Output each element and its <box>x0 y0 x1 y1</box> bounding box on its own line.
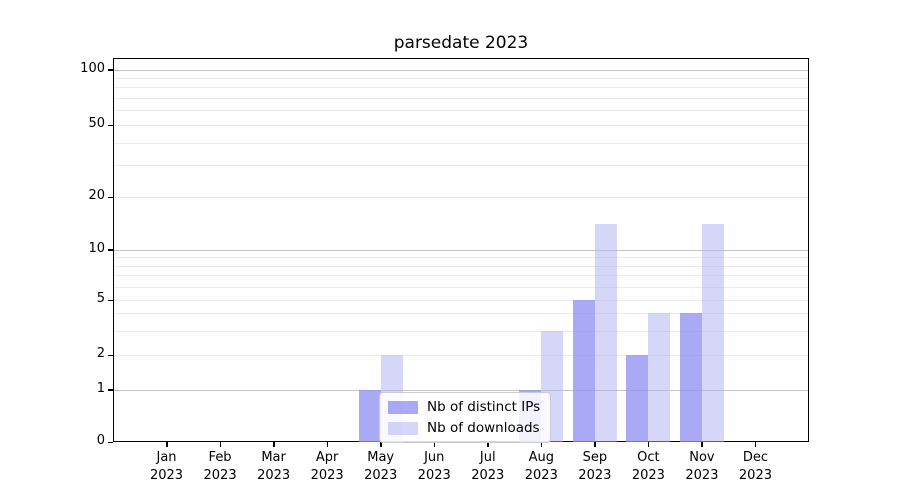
gridline-minor-y90 <box>114 77 808 79</box>
legend-entry-distinct-ips: Nb of distinct IPs <box>388 399 540 415</box>
x-tick-mark-jun <box>433 442 436 447</box>
gridline-minor-y6 <box>114 286 808 288</box>
chart-title: parsedate 2023 <box>393 33 529 53</box>
x-tick-mark-jul <box>487 442 489 447</box>
bar-distinct-ips-nov <box>679 313 702 442</box>
y-tick-label-50: 50 <box>88 116 105 131</box>
bar-distinct-ips-sep <box>572 300 595 442</box>
gridline-major-y1 <box>114 389 808 391</box>
y-tick-mark-20 <box>108 196 113 198</box>
y-tick-mark-2 <box>108 354 113 356</box>
y-tick-mark-50 <box>108 124 113 126</box>
y-tick-label-0: 0 <box>96 433 105 448</box>
y-tick-label-2: 2 <box>96 346 105 361</box>
x-tick-label-jun: Jun 2023 <box>417 450 451 483</box>
gridline-minor-y3 <box>114 330 808 332</box>
gridline-minor-y60 <box>114 110 808 112</box>
legend-entry-downloads: Nb of downloads <box>388 420 540 436</box>
x-tick-label-nov: Nov 2023 <box>685 450 719 483</box>
x-tick-label-apr: Apr 2023 <box>310 450 344 483</box>
gridline-major-y100 <box>114 69 808 71</box>
gridline-minor-y2 <box>114 355 808 356</box>
bar-distinct-ips-oct <box>626 355 649 442</box>
gridline-minor-y9 <box>114 257 808 259</box>
gridline-minor-y30 <box>114 165 808 167</box>
x-tick-label-mar: Mar 2023 <box>257 450 291 483</box>
y-tick-mark-0 <box>108 441 113 443</box>
gridline-minor-y80 <box>114 87 808 89</box>
gridline-minor-y20 <box>114 197 808 198</box>
x-tick-mark-may <box>380 442 382 447</box>
x-tick-mark-dec <box>754 442 757 447</box>
gridline-minor-y5 <box>114 300 808 301</box>
legend: Nb of distinct IPs Nb of downloads <box>379 392 552 443</box>
legend-swatch-downloads <box>388 421 418 435</box>
x-tick-mark-feb <box>219 442 222 447</box>
y-tick-mark-5 <box>108 299 113 301</box>
x-tick-label-jan: Jan 2023 <box>149 450 184 483</box>
x-tick-label-sep: Sep 2023 <box>578 450 612 483</box>
bar-downloads-sep <box>594 224 617 442</box>
x-tick-mark-nov <box>701 442 703 447</box>
plot-area: Nb of distinct IPs Nb of downloads <box>113 58 809 443</box>
y-tick-mark-10 <box>108 249 113 251</box>
legend-swatch-distinct-ips <box>388 400 418 414</box>
bar-downloads-nov <box>701 224 724 442</box>
x-tick-mark-apr <box>326 442 329 447</box>
y-tick-label-20: 20 <box>88 188 105 203</box>
gridline-minor-y4 <box>114 313 808 315</box>
bar-downloads-oct <box>648 313 671 442</box>
legend-label-distinct-ips: Nb of distinct IPs <box>427 399 541 415</box>
x-tick-label-jul: Jul 2023 <box>471 450 505 483</box>
x-tick-label-oct: Oct 2023 <box>631 450 665 483</box>
x-tick-label-aug: Aug 2023 <box>524 450 558 483</box>
x-tick-mark-oct <box>647 442 650 447</box>
gridline-minor-y7 <box>114 275 808 277</box>
x-tick-mark-mar <box>273 442 275 447</box>
gridline-minor-y40 <box>114 142 808 144</box>
y-tick-label-10: 10 <box>88 240 105 256</box>
gridline-minor-y50 <box>114 125 808 126</box>
gridline-minor-y70 <box>114 98 808 100</box>
y-tick-label-100: 100 <box>80 60 105 76</box>
y-tick-mark-100 <box>108 69 113 71</box>
y-tick-mark-1 <box>108 389 113 391</box>
y-tick-label-1: 1 <box>96 380 105 396</box>
x-tick-label-dec: Dec 2023 <box>738 450 772 483</box>
legend-label-downloads: Nb of downloads <box>427 420 540 436</box>
y-tick-label-5: 5 <box>96 291 105 306</box>
x-tick-label-feb: Feb 2023 <box>203 450 237 483</box>
gridline-major-y10 <box>114 249 808 251</box>
x-tick-label-may: May 2023 <box>364 450 398 483</box>
x-tick-mark-jan <box>166 442 168 447</box>
gridline-minor-y8 <box>114 265 808 267</box>
x-tick-mark-sep <box>594 442 596 447</box>
bar-distinct-ips-may <box>358 389 381 442</box>
x-tick-mark-aug <box>540 442 543 447</box>
